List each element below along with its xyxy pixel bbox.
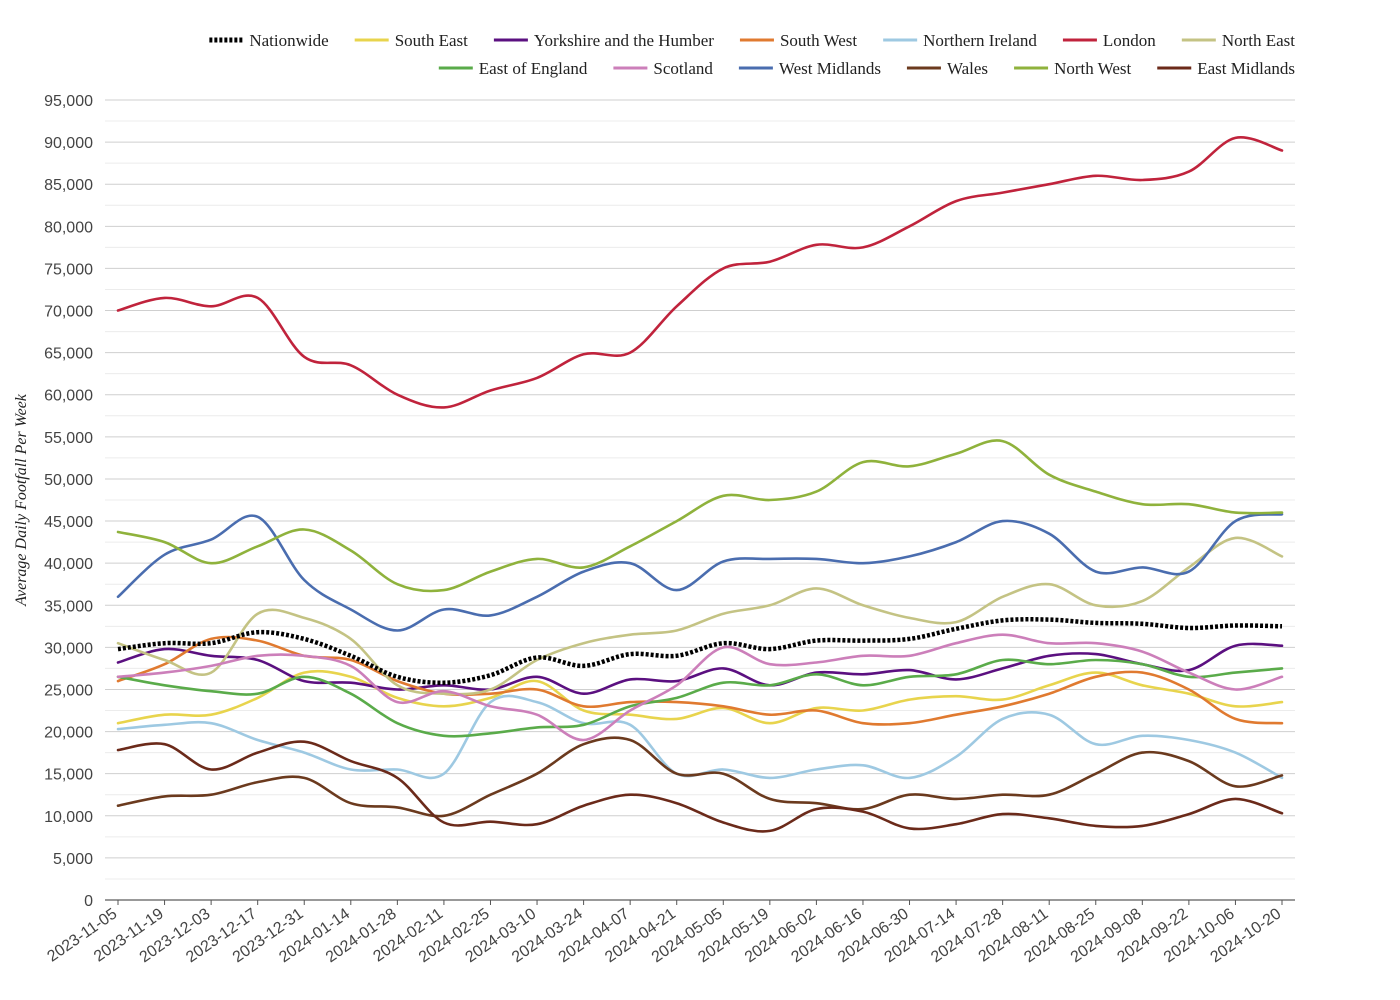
legend-label-north-west: North West [1054,59,1131,78]
series-line-north-east [116,536,1284,696]
y-tick-label: 30,000 [44,640,93,657]
legend-label-east-midlands: East Midlands [1197,59,1295,78]
legend-label-south-east: South East [395,31,468,50]
gridlines [105,99,1295,901]
series-line-north-west [116,439,1284,593]
y-tick-label: 40,000 [44,556,93,573]
series-lines [116,136,1284,833]
legend-label-london: London [1103,31,1156,50]
y-tick-label: 25,000 [44,682,93,699]
legend-label-west-midlands: West Midlands [779,59,881,78]
axes: 0 5,000 10,000 15,000 20,000 25,000 30,000 35,0… [44,93,1295,966]
y-tick-label: 15,000 [44,767,93,784]
series-line-london [116,136,1284,409]
series-line-northern-ireland [116,694,1284,780]
y-tick-label: 20,000 [44,725,93,742]
y-axis-title: Average Daily Footfall Per Week [13,393,30,607]
series-line-west-midlands [116,513,1284,632]
y-tick-label: 85,000 [44,177,93,194]
y-tick-label: 5,000 [53,851,93,868]
y-tick-label: 75,000 [44,261,93,278]
legend-label-yorkshire-and-the-humber: Yorkshire and the Humber [534,31,714,50]
series-line-scotland [116,633,1284,742]
series-line-nationwide [117,617,1283,685]
series-line-east-of-england [116,658,1284,738]
series-line-yorkshire-and-the-humber [116,642,1284,696]
legend-label-wales: Wales [947,59,988,78]
legend-label-south-west: South West [780,31,857,50]
legend: Nationwide South East Yorkshire and the Hu… [209,31,1295,78]
y-tick-label: 55,000 [44,430,93,447]
y-tick-label: 80,000 [44,219,93,236]
y-tick-label: 35,000 [44,598,93,615]
legend-label-north-east: North East [1222,31,1295,50]
y-tick-label: 0 [84,893,93,910]
y-tick-label: 95,000 [44,93,93,110]
y-tick-label: 50,000 [44,472,93,489]
y-tick-label: 10,000 [44,809,93,826]
y-tick-label: 60,000 [44,388,93,405]
y-tick-label: 65,000 [44,346,93,363]
legend-label-east-of-england: East of England [479,59,588,78]
y-tick-label: 45,000 [44,514,93,531]
series-line-south-east [116,669,1284,725]
legend-label-scotland: Scotland [653,59,713,78]
legend-label-nationwide: Nationwide [249,31,328,50]
series-line-east-midlands [116,740,1284,833]
series-line-wales [116,736,1284,818]
y-tick-label: 90,000 [44,135,93,152]
legend-label-northern-ireland: Northern Ireland [923,31,1037,50]
y-tick-label: 70,000 [44,304,93,321]
